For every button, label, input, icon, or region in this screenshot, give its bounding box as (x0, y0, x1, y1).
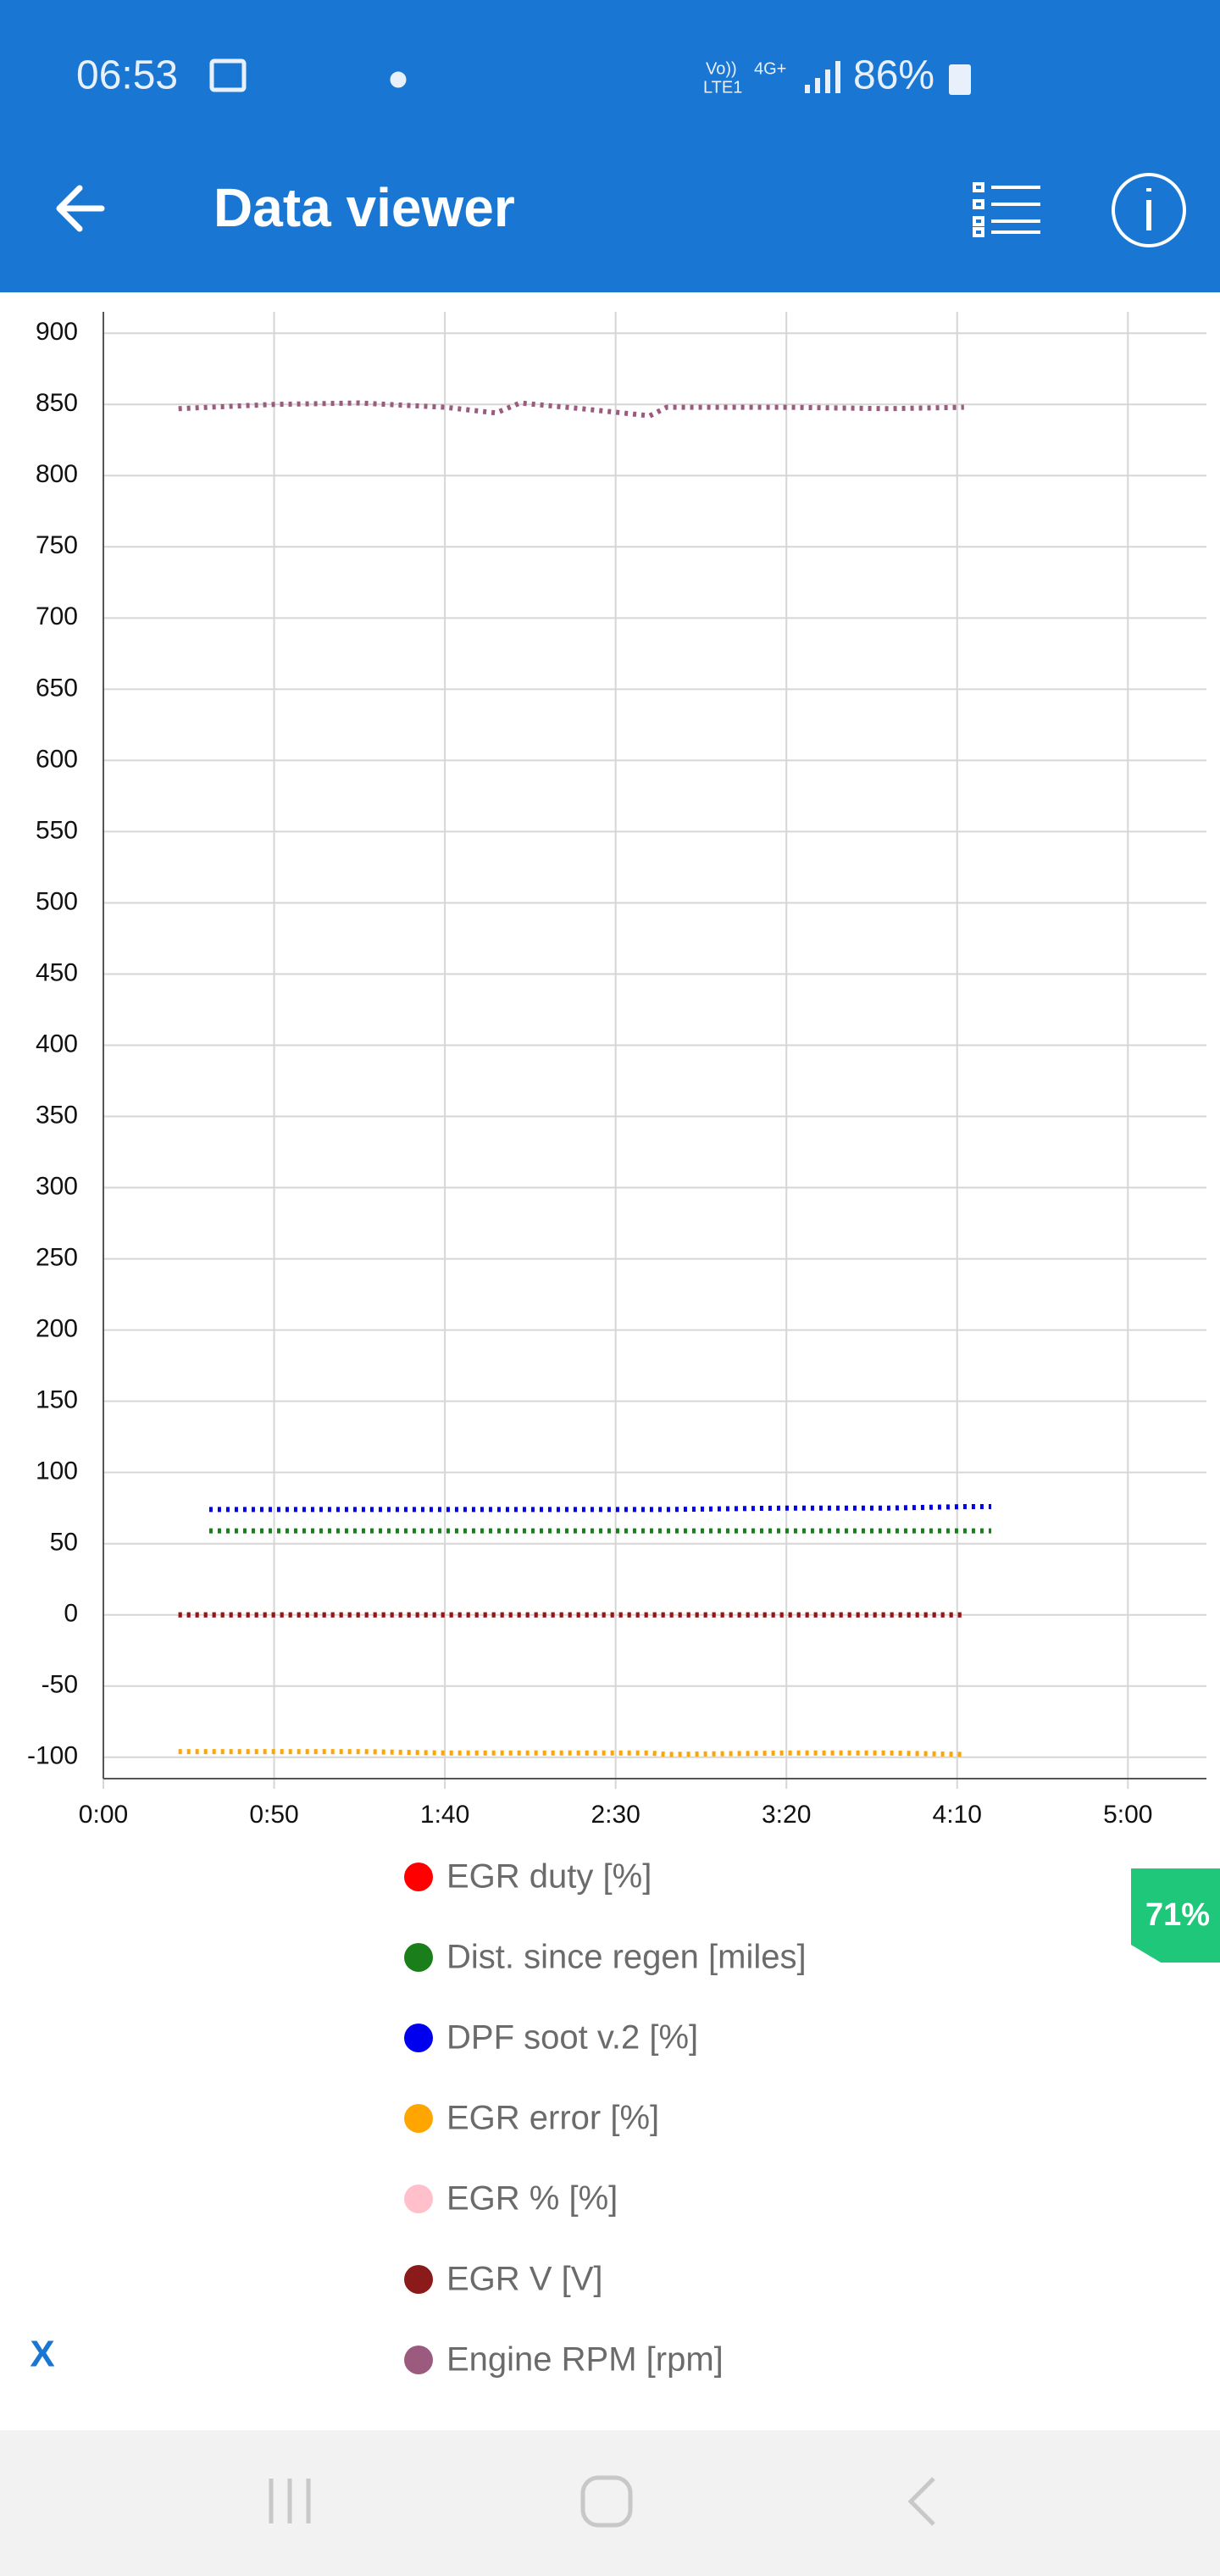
legend-marker (404, 2185, 433, 2213)
x-tick-label: 5:00 (1103, 1801, 1152, 1829)
chart: -100 -50 0 50 100 150 200 250 300 350 400 450 500 550… (27, 312, 1206, 2379)
legend-label: EGR V [V] (446, 2261, 603, 2298)
legend-label: DPF soot v.2 [%] (446, 2019, 698, 2057)
legend-label: EGR % [%] (446, 2180, 618, 2218)
status-time: 06:53 (76, 53, 178, 98)
x-tick-label: 3:20 (762, 1801, 811, 1829)
status-lte: LTE1 (703, 78, 742, 97)
y-tick-label: 800 (36, 460, 78, 488)
y-tick-label: 700 (36, 602, 78, 630)
series-line (178, 1749, 964, 1757)
series-line (208, 1504, 992, 1513)
y-tick-label: 100 (36, 1457, 78, 1485)
legend-label: Engine RPM [rpm] (446, 2341, 724, 2379)
y-tick-label: 550 (36, 816, 78, 844)
y-tick-label: 200 (36, 1315, 78, 1343)
legend-label: EGR error [%] (446, 2100, 659, 2137)
y-tick-label: 300 (36, 1172, 78, 1200)
app-bar (0, 0, 1220, 292)
battery-icon (949, 64, 971, 95)
info-button[interactable] (1112, 173, 1186, 247)
y-tick-label: 150 (36, 1386, 78, 1414)
y-tick-label: 500 (36, 887, 78, 915)
legend-marker (404, 1863, 433, 1891)
screen-title: Data viewer (214, 177, 515, 238)
nav-bar (0, 2430, 1220, 2576)
y-tick-label: 750 (36, 531, 78, 559)
legend-label: Dist. since regen [miles] (446, 1939, 807, 1976)
y-tick-label: 250 (36, 1244, 78, 1272)
y-tick-label: 0 (64, 1600, 78, 1628)
y-tick-label: 650 (36, 674, 78, 702)
legend-marker (404, 1943, 433, 1972)
y-tick-label: 600 (36, 745, 78, 773)
legend-marker (404, 2346, 433, 2374)
close-button[interactable]: X (30, 2334, 54, 2375)
list-button[interactable] (973, 182, 1040, 237)
y-tick-label: 350 (36, 1101, 78, 1129)
y-tick-label: -100 (27, 1742, 78, 1770)
back-button[interactable] (56, 185, 105, 232)
y-tick-label: 900 (36, 318, 78, 346)
status-battery: 86% (853, 53, 934, 98)
x-tick-label: 4:10 (933, 1801, 982, 1829)
status-network: 4G+ (754, 59, 786, 78)
x-tick-label: 2:30 (591, 1801, 640, 1829)
legend-marker (404, 2024, 433, 2052)
x-tick-label: 0:50 (249, 1801, 298, 1829)
nav-icons[interactable] (269, 2475, 935, 2528)
y-tick-label: 400 (36, 1030, 78, 1058)
y-tick-label: -50 (42, 1671, 78, 1699)
x-tick-label: 1:40 (420, 1801, 469, 1829)
y-tick-label: 50 (50, 1529, 78, 1557)
signal-icon (805, 61, 840, 93)
y-tick-label: 450 (36, 958, 78, 986)
legend-marker (404, 2104, 433, 2133)
series-line (178, 400, 964, 419)
status-volte: Vo)) (706, 59, 737, 78)
status-icons (209, 58, 407, 92)
y-tick-label: 850 (36, 389, 78, 417)
x-tick-label: 0:00 (79, 1801, 128, 1829)
badge: 71% (1131, 1868, 1220, 1963)
legend-marker (404, 2265, 433, 2294)
badge-text: 71% (1145, 1897, 1210, 1933)
legend-label: EGR duty [%] (446, 1858, 652, 1896)
